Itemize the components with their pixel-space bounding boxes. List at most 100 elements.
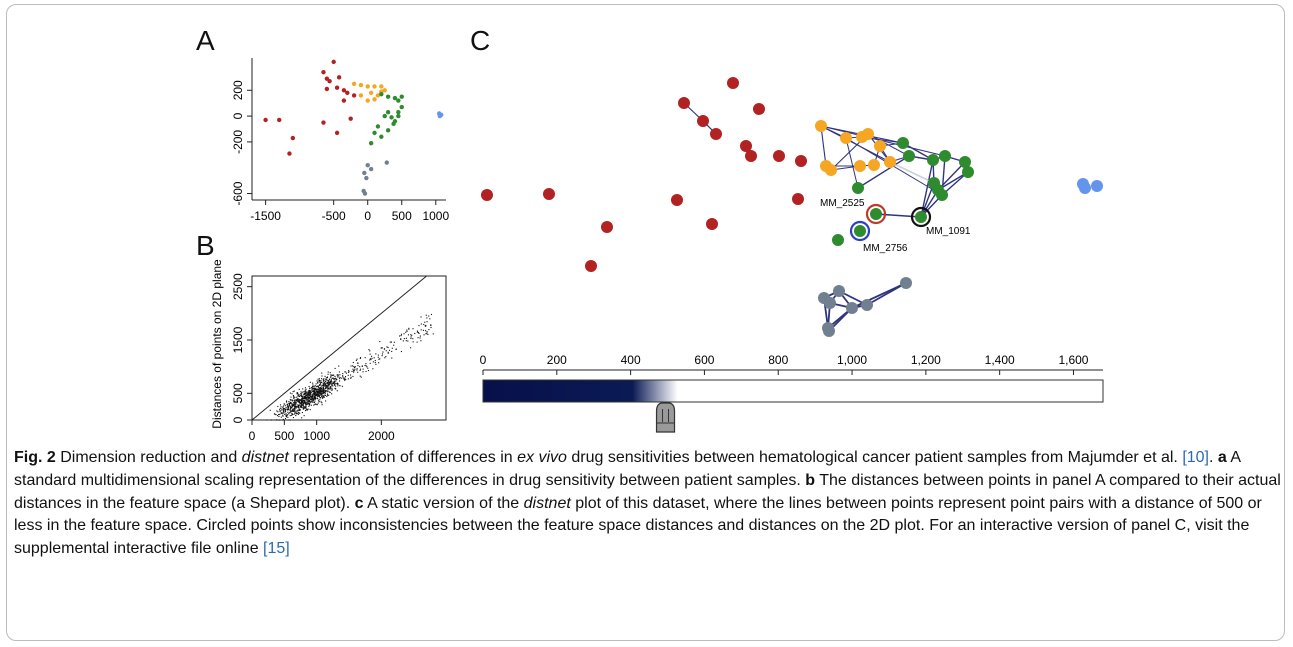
shepard-point: [369, 359, 371, 361]
shepard-point: [315, 394, 317, 397]
shepard-point: [338, 376, 340, 378]
shepard-point: [343, 378, 345, 380]
shepard-point: [289, 402, 291, 405]
shepard-point: [303, 391, 305, 393]
data-point: [345, 90, 350, 96]
shepard-point: [330, 377, 332, 379]
shepard-point: [365, 370, 367, 373]
shepard-point: [317, 393, 319, 395]
shepard-point: [324, 382, 326, 384]
data-point: [358, 93, 364, 98]
data-point: [396, 98, 401, 103]
data-point: [327, 79, 332, 84]
shepard-point: [304, 401, 306, 403]
shepard-point: [408, 328, 410, 330]
shepard-point: [412, 328, 414, 330]
shepard-point: [367, 367, 369, 369]
shepard-point: [329, 380, 332, 382]
shepard-point: [347, 378, 349, 380]
shepard-point: [291, 400, 294, 402]
shepard-point: [283, 409, 285, 412]
data-point: [358, 82, 364, 88]
shepard-point: [326, 385, 328, 387]
caption-ref-link[interactable]: [15]: [263, 540, 290, 558]
shepard-point: [322, 378, 324, 381]
shepard-point: [321, 402, 323, 404]
shepard-point: [318, 394, 320, 396]
shepard-point: [424, 321, 426, 323]
shepard-point: [304, 392, 306, 395]
shepard-point: [341, 377, 343, 379]
shepard-point: [308, 390, 310, 392]
shepard-point: [331, 389, 333, 391]
shepard-point: [279, 413, 281, 415]
x-tick-label: 500: [392, 209, 412, 223]
shepard-point: [323, 380, 325, 382]
shepard-point: [327, 387, 329, 389]
shepard-point: [275, 419, 277, 421]
shepard-point: [390, 341, 393, 343]
x-tick-label: 1000: [422, 209, 449, 223]
shepard-point: [282, 419, 284, 421]
shepard-point: [304, 387, 306, 389]
shepard-point: [316, 385, 318, 388]
shepard-point: [312, 387, 314, 389]
shepard-point: [406, 329, 408, 331]
shepard-point: [287, 407, 290, 409]
shepard-point: [295, 412, 297, 414]
shepard-point: [382, 351, 384, 353]
network-node: [927, 154, 939, 166]
shepard-point: [374, 359, 376, 362]
shepard-point: [321, 395, 323, 397]
shepard-point: [316, 392, 318, 394]
shepard-point: [326, 379, 328, 381]
shepard-point: [302, 391, 304, 393]
shepard-point: [317, 402, 319, 404]
shepard-point: [314, 398, 317, 400]
shepard-point: [314, 388, 316, 391]
caption-ref-link[interactable]: [10]: [1182, 449, 1209, 466]
shepard-point: [303, 415, 305, 417]
x-tick-label: -500: [322, 209, 346, 223]
shepard-point: [375, 363, 377, 365]
shepard-point: [289, 419, 291, 421]
shepard-point: [328, 391, 331, 393]
shepard-point: [279, 407, 281, 409]
shepard-point: [312, 382, 314, 384]
shepard-point: [292, 408, 294, 410]
shepard-point: [319, 394, 321, 396]
shepard-point: [329, 381, 331, 383]
shepard-point: [325, 377, 327, 379]
shepard-point: [313, 404, 315, 406]
shepard-point: [416, 331, 418, 333]
shepard-point: [352, 361, 354, 364]
shepard-point: [319, 391, 321, 393]
shepard-point: [302, 407, 304, 409]
data-point: [399, 104, 404, 110]
shepard-point: [309, 394, 311, 397]
shepard-point: [347, 374, 349, 376]
shepard-point: [303, 407, 305, 410]
shepard-point: [293, 395, 295, 397]
shepard-point: [293, 404, 295, 406]
shepard-point: [305, 403, 307, 405]
shepard-point: [307, 394, 309, 396]
shepard-point: [420, 340, 422, 342]
network-node: [740, 140, 752, 152]
shepard-point: [292, 391, 294, 393]
threshold-slider-handle[interactable]: [655, 402, 676, 433]
shepard-point: [312, 384, 314, 386]
shepard-point: [298, 394, 300, 396]
shepard-point: [336, 390, 338, 392]
shepard-point: [313, 393, 315, 395]
shepard-point: [309, 397, 311, 399]
shepard-point: [328, 394, 330, 396]
shepard-point: [284, 409, 286, 411]
shepard-point: [314, 392, 316, 394]
shepard-point: [317, 388, 319, 390]
shepard-point: [307, 396, 309, 398]
shepard-point: [335, 379, 337, 381]
shepard-point: [297, 405, 299, 407]
shepard-point: [324, 388, 326, 390]
shepard-point: [429, 318, 431, 320]
